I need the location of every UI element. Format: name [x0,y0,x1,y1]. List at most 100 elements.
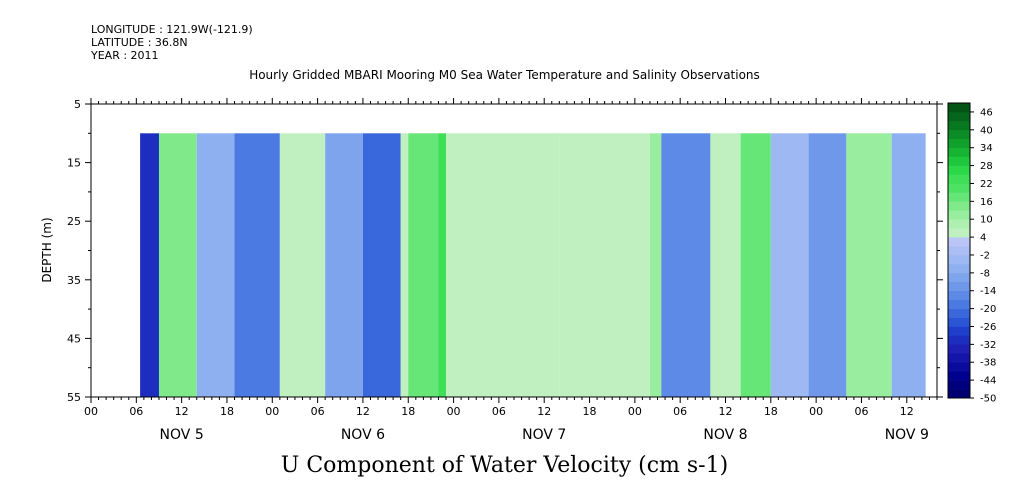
colorbar-swatch [948,344,970,354]
data-cell [400,133,409,398]
x-tick-label: 06 [673,405,687,418]
chart-title: Hourly Gridded MBARI Mooring M0 Sea Wate… [249,68,760,82]
colorbar-swatch [948,263,970,274]
latitude-label: LATITUDE : 36.8N [91,36,188,49]
data-cell [196,133,235,398]
colorbar-tick-label: -2 [980,250,990,261]
data-cell [446,133,560,398]
colorbar-tick-label: -20 [980,304,996,315]
y-tick-label: 35 [67,274,81,287]
colorbar-frame [947,102,971,399]
x-tick-label: 00 [628,405,642,418]
colorbar-swatch [948,362,970,372]
x-tick-label: 18 [764,405,778,418]
data-cell [846,133,892,398]
x-tick-label: 06 [311,405,325,418]
data-cell [649,133,662,398]
x-tick-label: 12 [537,405,551,418]
colorbar-tick-label: 4 [980,233,986,244]
y-tick-label: 5 [74,98,81,111]
colorbar-swatch [948,371,970,381]
plot-area [140,133,926,398]
data-cell [710,133,741,398]
colorbar-tick-label: -32 [980,340,996,351]
colorbar-tick-label: -50 [980,394,996,405]
colorbar-tick-label: 46 [980,107,993,118]
x-tick-label: 06 [854,405,868,418]
longitude-label: LONGITUDE : 121.9W(-121.9) [91,23,253,36]
x-tick-label: 12 [356,405,370,418]
x-day-label: NOV 7 [522,427,566,443]
colorbar-swatch [948,246,970,256]
colorbar-tick-label: -8 [980,268,990,279]
x-tick-label: 12 [175,405,189,418]
data-cell [234,133,280,398]
colorbar-swatch [948,380,970,390]
colorbar-tick-label: 34 [980,143,993,154]
colorbar-swatch [948,281,970,292]
colorbar-swatch [948,389,970,399]
x-day-label: NOV 8 [703,427,747,443]
data-cell [808,133,847,398]
x-tick-label: 00 [809,405,823,418]
x-tick-label: 18 [220,405,234,418]
data-cell [891,133,926,398]
colorbar-swatch [948,103,970,113]
colorbar-swatch [948,210,970,220]
colorbar-swatch [948,290,970,300]
colorbar-swatch [948,335,970,345]
colorbar-swatch [948,183,970,193]
x-tick-label: 12 [900,405,914,418]
colorbar-tick-label: -44 [980,376,996,387]
data-cell [408,133,439,398]
data-cell [325,133,363,398]
y-tick-label: 25 [67,215,81,228]
variable-title: U Component of Water Velocity (cm s-1) [280,453,729,478]
x-tick-label: 06 [492,405,506,418]
colorbar-swatch [948,129,970,140]
colorbar-tick-label: -14 [980,286,996,297]
x-tick-label: 00 [265,405,279,418]
colorbar-tick-label: 22 [980,179,993,190]
colorbar-swatch [948,237,970,247]
x-day-label: NOV 9 [885,427,929,443]
y-tick-label: 15 [67,157,81,170]
colorbar-swatch [948,308,970,318]
x-tick-label: 18 [401,405,415,418]
colorbar-swatch [948,138,970,148]
y-axis-label: DEPTH (m) [40,217,54,282]
year-label: YEAR : 2011 [91,49,159,62]
colorbar-swatch [948,120,970,131]
colorbar-swatch [948,353,970,363]
data-cell [661,133,711,398]
data-cell [559,133,650,398]
colorbar-swatch [948,317,970,327]
data-cell [158,133,197,398]
x-tick-label: 12 [719,405,733,418]
colorbar-swatch [948,111,970,122]
colorbar-swatch [948,192,970,202]
x-day-label: NOV 5 [160,427,204,443]
colorbar-swatch [948,174,970,184]
colorbar-swatch [948,219,970,229]
x-tick-label: 06 [129,405,143,418]
x-day-label: NOV 6 [341,427,385,443]
colorbar-tick-label: 40 [980,125,993,136]
colorbar-swatch [948,165,970,175]
colorbar-tick-label: -38 [980,358,996,369]
data-cell [770,133,809,398]
y-tick-label: 55 [67,391,81,404]
colorbar-swatch [948,201,970,211]
data-cell [740,133,771,398]
colorbar-swatch [948,228,970,238]
colorbar-swatch [948,254,970,265]
colorbar-swatch [948,147,970,157]
data-cell [362,133,401,398]
data-cell [279,133,326,398]
colorbar-swatch [948,272,970,283]
x-tick-label: 00 [84,405,98,418]
data-cell [438,133,447,398]
colorbar-tick-label: 28 [980,161,993,172]
